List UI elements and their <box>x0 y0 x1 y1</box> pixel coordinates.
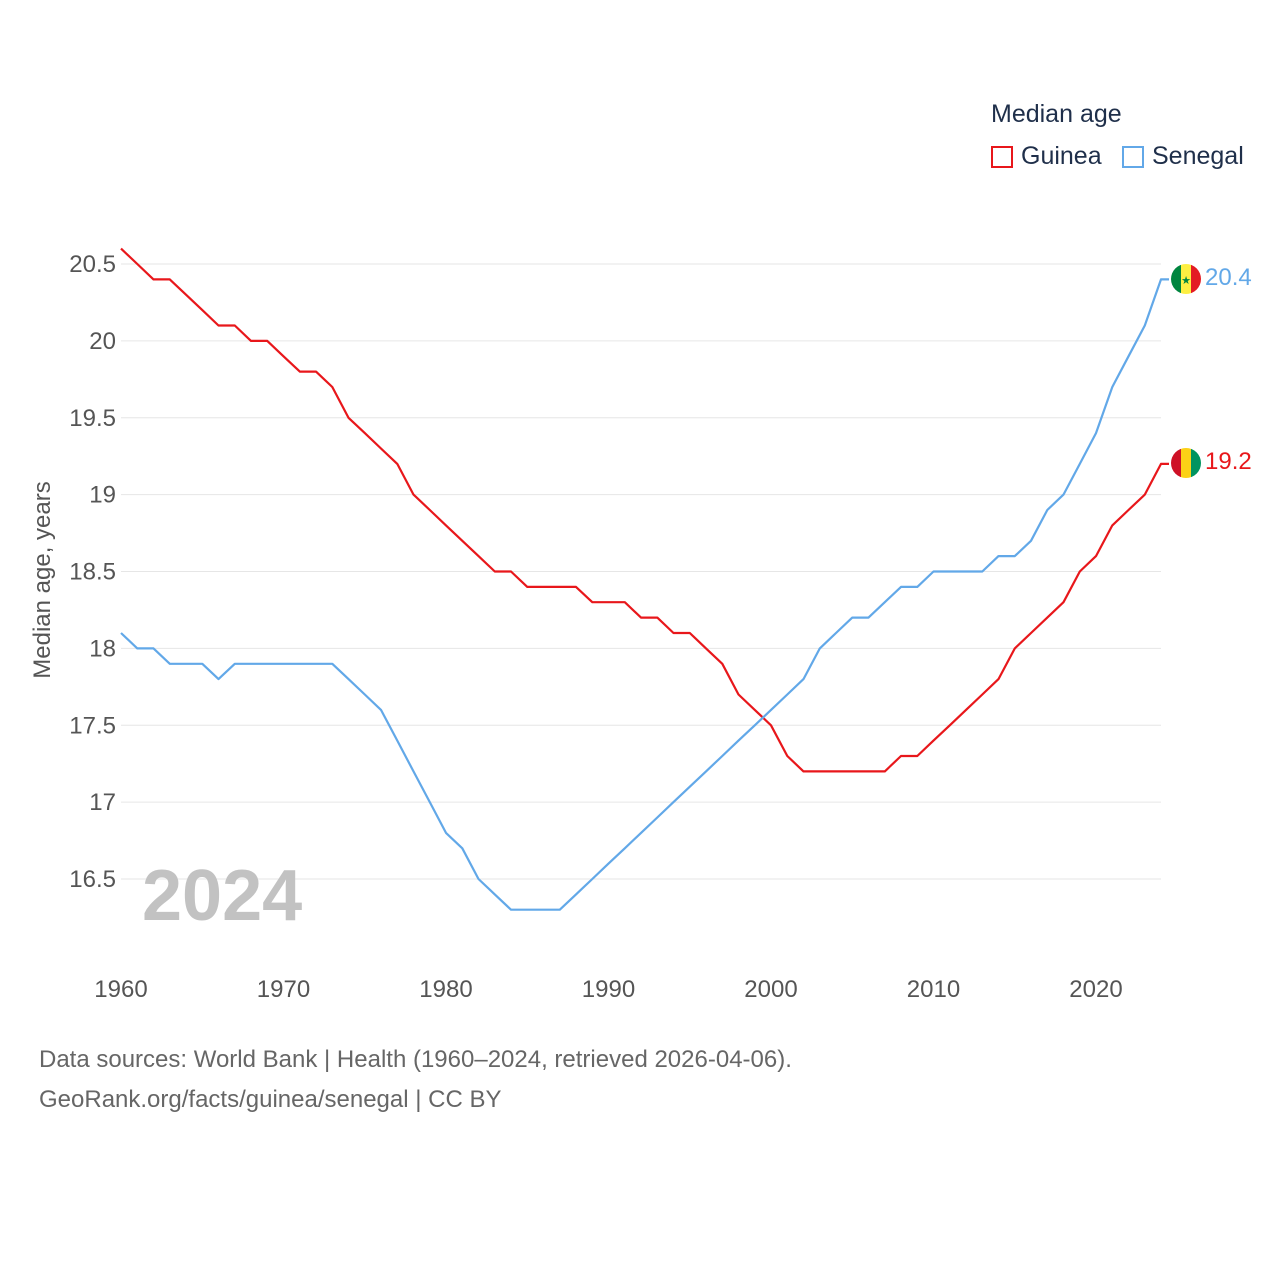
year-watermark: 2024 <box>142 856 302 936</box>
x-tick-label: 1960 <box>94 976 147 1003</box>
legend-title: Median age <box>991 100 1122 128</box>
grid <box>121 263 1161 880</box>
y-tick-label: 17.5 <box>69 712 116 739</box>
series-lines <box>120 247 1169 911</box>
legend-item-senegal[interactable]: Senegal <box>1122 142 1244 171</box>
y-tick-label: 17 <box>89 789 116 816</box>
y-axis: 16.5 17 17.5 18 18.5 19 19.5 20 20.5 <box>69 251 116 893</box>
legend-swatch-guinea <box>991 145 1013 168</box>
y-tick-label: 18.5 <box>69 559 116 586</box>
series-line-guinea[interactable] <box>120 247 1169 773</box>
y-axis-label: Median age, years <box>29 481 56 678</box>
guinea-flag-icon <box>1171 448 1201 478</box>
y-tick-label: 20.5 <box>69 251 116 278</box>
x-tick-label: 2020 <box>1069 976 1122 1003</box>
x-tick-label: 1970 <box>257 976 310 1003</box>
y-tick-label: 16.5 <box>69 866 116 893</box>
source-line-1: Data sources: World Bank | Health (1960–… <box>39 1046 792 1073</box>
y-tick-label: 20 <box>89 328 116 355</box>
series-line-senegal[interactable] <box>120 278 1169 911</box>
x-tick-label: 1980 <box>419 976 472 1003</box>
source-line-2: GeoRank.org/facts/guinea/senegal | CC BY <box>39 1086 502 1113</box>
legend-swatch-senegal <box>1122 145 1144 168</box>
senegal-end-label: 20.4 <box>1205 264 1252 291</box>
svg-text:★: ★ <box>1181 275 1191 287</box>
legend-label-senegal: Senegal <box>1152 142 1244 170</box>
legend-item-guinea[interactable]: Guinea <box>991 142 1102 171</box>
x-tick-label: 1990 <box>582 976 635 1003</box>
senegal-flag-icon: ★ <box>1171 264 1201 294</box>
legend-label-guinea: Guinea <box>1021 142 1102 170</box>
y-tick-label: 19.5 <box>69 405 116 432</box>
x-tick-label: 2010 <box>907 976 960 1003</box>
y-tick-label: 19 <box>89 482 116 509</box>
x-axis: 1960 1970 1980 1990 2000 2010 2020 <box>94 976 1122 1003</box>
y-tick-label: 18 <box>89 635 116 662</box>
guinea-end-label: 19.2 <box>1205 448 1252 475</box>
x-tick-label: 2000 <box>744 976 797 1003</box>
